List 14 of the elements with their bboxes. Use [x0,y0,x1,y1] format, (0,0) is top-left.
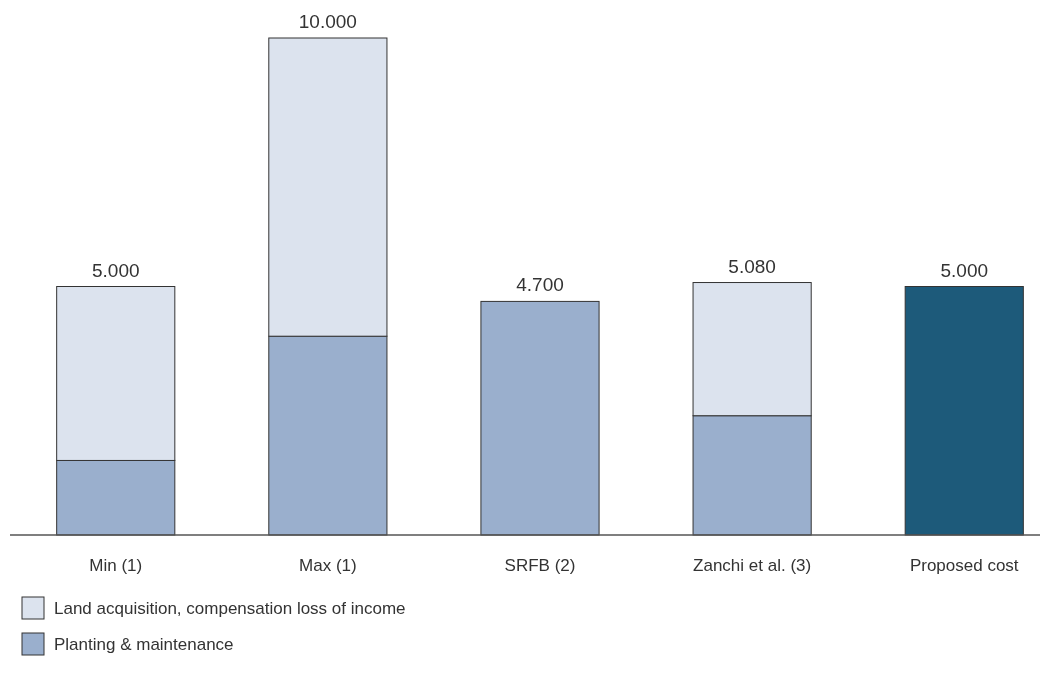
bar [904,286,1024,536]
x-tick-label: Proposed cost [909,556,1019,575]
x-tick-label: Max (1) [299,556,357,575]
annotation: 5.000 [940,259,989,281]
bar [480,300,600,536]
annotation: 5.080 [728,255,776,277]
annotation: 4.700 [516,274,564,296]
x-tick-label: SRFB (2) [504,556,576,575]
x-tick-label: Zanchi et al. (3) [693,556,812,575]
annotation: 5.000 [91,259,140,281]
legend-label: Land acquisition, compensation loss of income [54,599,406,618]
annotation: 10.000 [298,11,357,32]
legend-label: Planting & maintenance [54,635,234,654]
x-tick-label: Min (1) [89,556,143,575]
